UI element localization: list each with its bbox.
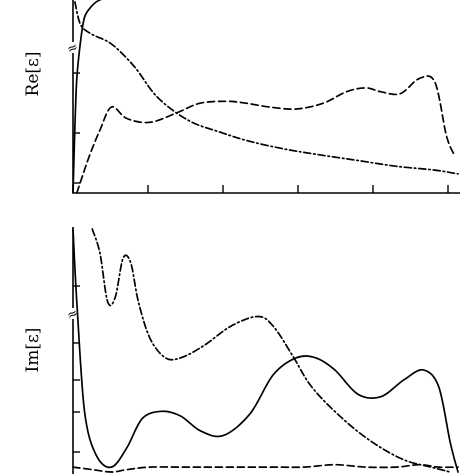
re-series-solid-line: [72, 0, 102, 194]
im-curves: [72, 228, 459, 473]
re-series-dashed-line: [75, 75, 455, 194]
im-series-solid-line: [72, 228, 459, 473]
re-curves: [72, 0, 459, 194]
re-axis-break-mask: [69, 42, 77, 53]
im-panel: Im[ε] ≈: [23, 227, 459, 474]
re-x-ticks: [72, 185, 449, 193]
re-y-axis-label: Re[ε]: [23, 52, 43, 97]
im-axis-break-mask: [69, 308, 77, 319]
re-panel: Re[ε] ≈: [23, 0, 460, 194]
im-series-dashed-line: [72, 463, 459, 473]
im-y-axis-label: Im[ε]: [23, 328, 43, 373]
re-series-dash-dot-line: [74, 1, 459, 175]
im-series-dash-dot-line: [91, 228, 452, 473]
